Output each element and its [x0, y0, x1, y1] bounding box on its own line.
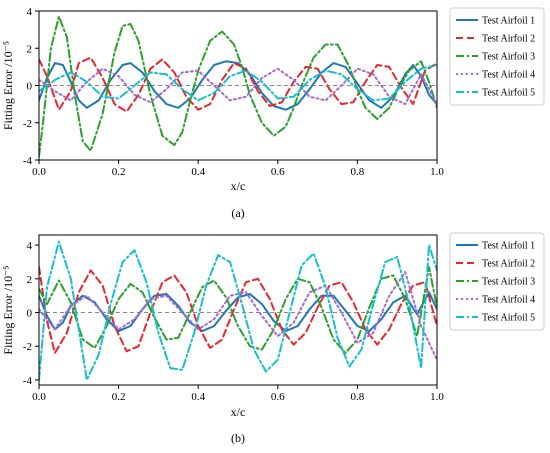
x-axis-label: x/c — [231, 179, 246, 193]
legend-label-2: Test Airfoil 2 — [482, 34, 535, 45]
legend-label-5: Test Airfoil 5 — [482, 88, 535, 99]
series-line-4 — [39, 271, 437, 361]
legend-label-1: Test Airfoil 1 — [482, 16, 535, 27]
series-line-5 — [39, 240, 437, 381]
x-tick-label: 1.0 — [430, 166, 444, 178]
chart-1: 0.0 0.2 0.4 0.6 0.8 1.0 -4 -2 0 2 4 x/c Fitting Erro… — [1, 232, 545, 445]
legend-label-4: Test Airfoil 4 — [482, 295, 535, 306]
y-tick-label: 0 — [27, 308, 33, 320]
y-tick-label: -4 — [23, 155, 33, 167]
x-tick-label: 0.4 — [191, 166, 205, 178]
x-axis-label: x/c — [231, 405, 246, 419]
y-tick-label: 4 — [27, 240, 33, 252]
series-group — [39, 240, 437, 381]
series-line-4 — [39, 67, 437, 106]
series-line-3 — [39, 15, 437, 158]
x-tick-label: 0.4 — [191, 391, 205, 403]
legend-box — [449, 7, 545, 106]
x-tick-label: 0.8 — [351, 391, 365, 403]
y-tick-label: 2 — [27, 43, 33, 55]
x-tick-label: 0.6 — [271, 391, 285, 403]
figure-caption: (b) — [231, 431, 245, 445]
legend-label-5: Test Airfoil 5 — [482, 313, 535, 324]
series-line-2 — [39, 56, 437, 113]
y-tick-label: -4 — [23, 375, 33, 387]
y-tick-label: 2 — [27, 274, 33, 286]
y-tick-label: -2 — [23, 118, 32, 130]
x-tick-label: 0.2 — [112, 166, 126, 178]
chart-0: 0.0 0.2 0.4 0.6 0.8 1.0 -4 -2 0 2 4 x/c Fitting Erro… — [1, 6, 545, 220]
legend-box — [449, 232, 545, 331]
series-line-5 — [39, 64, 437, 102]
y-tick-label: -2 — [23, 341, 32, 353]
legend-label-1: Test Airfoil 1 — [482, 241, 535, 252]
y-axis-label: Fitting Error /10⁻⁵ — [1, 265, 15, 354]
legend-label-2: Test Airfoil 2 — [482, 259, 535, 270]
y-axis-label: Fitting Error /10⁻⁵ — [1, 41, 15, 130]
x-tick-label: 0.2 — [112, 391, 126, 403]
series-line-3 — [39, 266, 437, 354]
legend-label-4: Test Airfoil 4 — [482, 70, 535, 81]
legend: Test Airfoil 1 Test Airfoil 2 Test Airfoil… — [449, 232, 545, 331]
series-group — [39, 15, 437, 158]
x-tick-label: 0.8 — [351, 166, 365, 178]
plot-frame — [38, 234, 438, 386]
x-tick-label: 0.0 — [32, 391, 46, 403]
series-line-1 — [39, 60, 437, 111]
x-tick-label: 1.0 — [430, 391, 444, 403]
y-tick-label: 0 — [27, 81, 33, 93]
x-tick-label: 0.0 — [32, 166, 46, 178]
x-tick-label: 0.6 — [271, 166, 285, 178]
legend-label-3: Test Airfoil 3 — [482, 52, 535, 63]
y-tick-label: 4 — [27, 6, 33, 18]
legend-label-3: Test Airfoil 3 — [482, 277, 535, 288]
figure-caption: (a) — [231, 206, 244, 220]
legend: Test Airfoil 1 Test Airfoil 2 Test Airfoil… — [449, 7, 545, 106]
